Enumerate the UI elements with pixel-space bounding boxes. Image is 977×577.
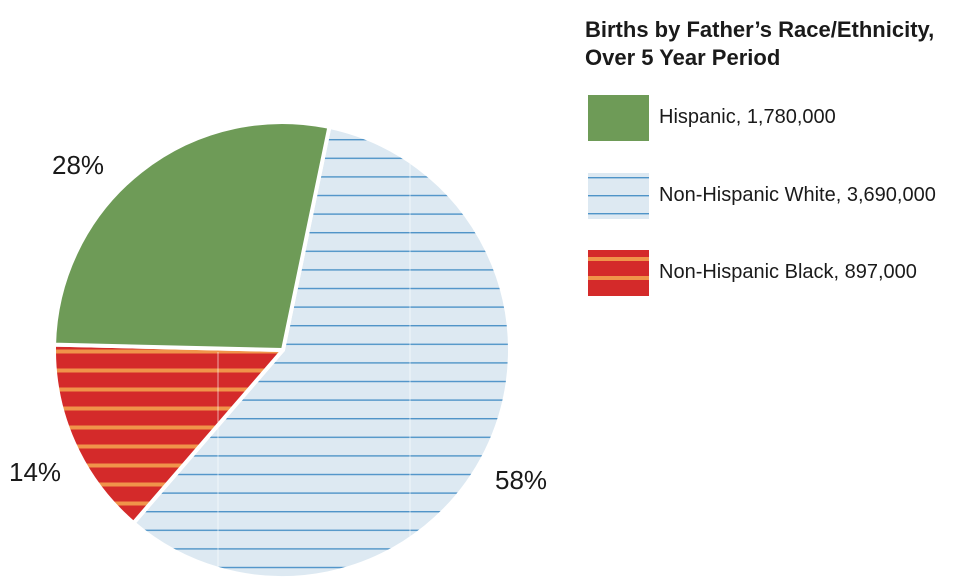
pie-slice-non-hispanic-white (131, 124, 512, 577)
legend-swatch-hispanic (588, 95, 649, 141)
pie-slices (52, 120, 512, 577)
pie-chart (52, 120, 512, 577)
legend-swatch-non-hispanic-black (588, 250, 649, 296)
legend-swatch-non-hispanic-white (588, 173, 649, 219)
slice-percent-label-non-hispanic-white: 58% (495, 465, 548, 495)
pie-slice-non-hispanic-black (52, 342, 285, 526)
legend-item-non-hispanic-white: Non-Hispanic White, 3,690,000 (588, 173, 977, 219)
legend-label-non-hispanic-white: Non-Hispanic White, 3,690,000 (659, 184, 936, 206)
legend-label-non-hispanic-black: Non-Hispanic Black, 897,000 (659, 261, 917, 283)
chart-title: Births by Father’s Race/Ethnicity, Over … (585, 16, 975, 72)
legend-item-hispanic: Hispanic, 1,780,000 (588, 95, 977, 141)
slice-percent-label-non-hispanic-black: 14% (9, 457, 62, 487)
legend-label-hispanic: Hispanic, 1,780,000 (659, 106, 836, 128)
chart-title-line-2: Over 5 Year Period (585, 45, 781, 70)
pie-slice-hispanic (52, 120, 332, 352)
chart-title-line-1: Births by Father’s Race/Ethnicity, (585, 17, 935, 42)
slice-percent-label-hispanic: 28% (52, 150, 105, 180)
legend-item-non-hispanic-black: Non-Hispanic Black, 897,000 (588, 250, 977, 296)
pie-vertical-guides (217, 130, 411, 576)
